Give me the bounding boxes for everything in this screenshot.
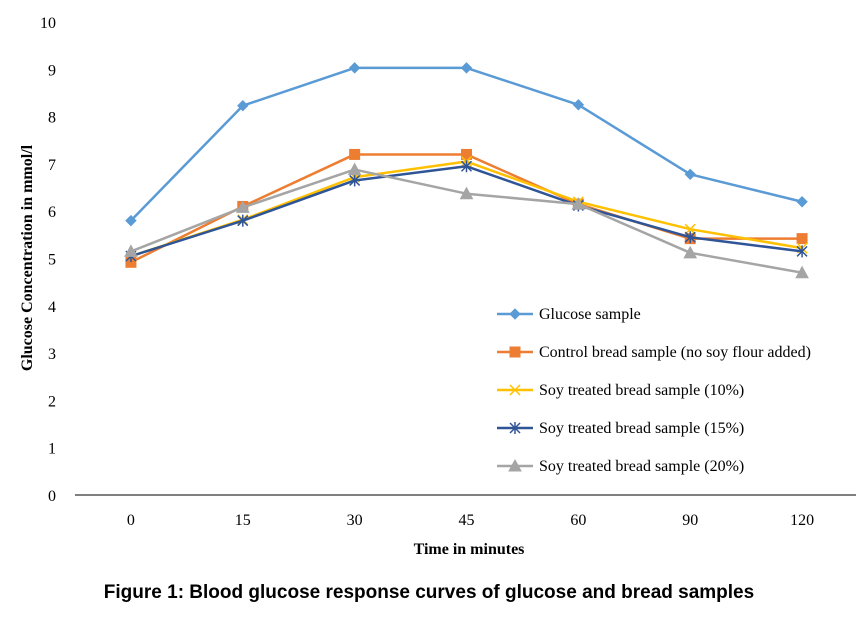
y-tick-label: 10: [40, 15, 56, 32]
data-point: [461, 148, 472, 160]
data-point: [684, 168, 696, 181]
legend-entry: Control bread sample (no soy flour added…: [497, 344, 811, 361]
x-tick-label: 45: [459, 512, 475, 529]
figure-caption: Figure 1: Blood glucose response curves …: [103, 582, 755, 603]
y-tick-label: 9: [48, 62, 56, 79]
data-point: [235, 200, 250, 213]
legend-label: Soy treated bread sample (15%): [539, 420, 744, 437]
data-point: [795, 265, 809, 279]
data-point: [460, 62, 473, 74]
data-point: [509, 422, 521, 434]
data-point: [509, 308, 521, 320]
x-tick-label: 30: [347, 512, 363, 529]
legend-label: Control bread sample (no soy flour added…: [539, 344, 811, 361]
x-axis-title: Time in minutes: [414, 541, 525, 558]
data-point: [237, 100, 249, 112]
series-line: [130, 168, 803, 274]
legend-label: Glucose sample: [539, 306, 641, 323]
y-tick-label: 2: [48, 393, 56, 410]
y-axis-title: Glucose Concentration in mmol/l: [19, 144, 36, 371]
data-point: [796, 245, 808, 258]
x-tick-label: 90: [682, 512, 698, 529]
x-tick-label: 120: [790, 512, 814, 529]
x-tick-label: 0: [127, 512, 135, 529]
plot-area: [124, 62, 809, 279]
y-tick-label: 6: [48, 204, 56, 221]
data-point: [684, 231, 696, 244]
series-1: [125, 62, 808, 227]
y-axis: 0 1 2 3 4 5 6 7 8 9 10: [40, 15, 56, 505]
y-tick-label: 3: [48, 346, 56, 363]
data-point: [124, 244, 138, 257]
data-point: [571, 197, 586, 210]
data-point: [460, 160, 473, 173]
legend-entry: Soy treated bread sample (10%): [497, 382, 744, 399]
legend-label: Soy treated bread sample (10%): [539, 382, 744, 399]
legend: Glucose sample Control bread sample (no s…: [497, 306, 811, 475]
data-point: [509, 346, 521, 358]
data-point: [796, 196, 808, 208]
data-point: [349, 174, 361, 187]
data-point: [684, 223, 696, 235]
data-point: [683, 245, 698, 259]
legend-entry: Soy treated bread sample (20%): [497, 458, 744, 475]
x-tick-label: 15: [235, 512, 251, 529]
legend-entry: Soy treated bread sample (15%): [497, 420, 744, 437]
y-tick-label: 4: [48, 299, 56, 316]
y-tick-label: 7: [48, 157, 56, 174]
x-tick-label: 60: [570, 512, 586, 529]
y-tick-label: 1: [48, 441, 56, 458]
data-point: [348, 62, 361, 74]
x-axis: 0 15 30 45 60 90 120: [75, 494, 856, 529]
series-4: [125, 160, 808, 263]
data-point: [796, 233, 808, 245]
y-tick-label: 5: [48, 252, 56, 269]
data-point: [349, 148, 361, 160]
series-line: [130, 160, 803, 258]
data-point: [125, 214, 137, 227]
data-point: [237, 214, 249, 227]
legend-entry: Glucose sample: [497, 306, 641, 323]
series-5: [124, 162, 809, 279]
data-point: [508, 458, 522, 472]
data-point: [347, 162, 362, 176]
y-tick-label: 8: [48, 110, 56, 127]
data-point: [572, 99, 585, 111]
data-point: [509, 384, 521, 396]
legend-label: Soy treated bread sample (20%): [539, 458, 744, 475]
y-tick-label: 0: [48, 488, 56, 505]
data-point: [459, 186, 474, 200]
